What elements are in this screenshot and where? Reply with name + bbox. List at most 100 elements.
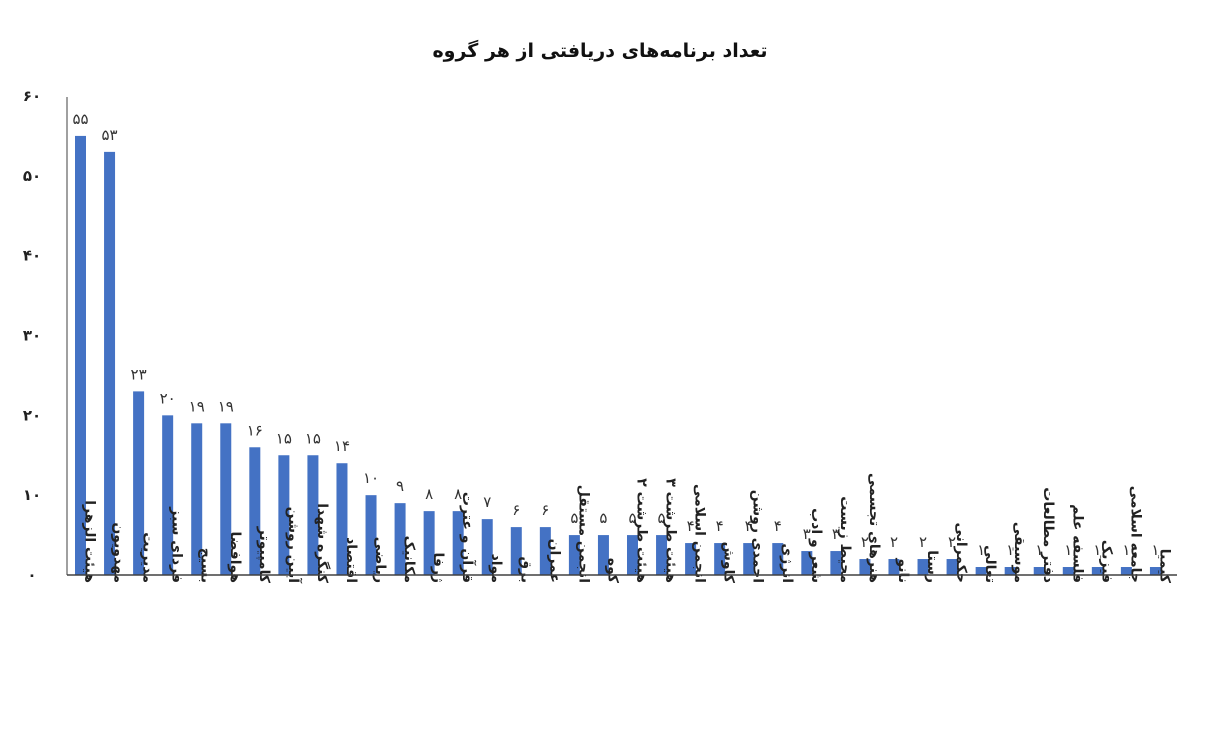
data-label: ۱ (977, 541, 985, 559)
bar (1120, 567, 1132, 575)
x-tick-label: مهدویون (111, 522, 127, 583)
x-tick-label: حکمرانی (953, 522, 969, 583)
bar (133, 391, 145, 575)
bar (481, 519, 493, 575)
bar (307, 455, 319, 575)
x-tick-label: انرژی (779, 543, 795, 583)
x-tick-label: قرآن و عترت (459, 492, 477, 583)
data-label: ۱ (1093, 541, 1101, 559)
x-tick-label: هیئت الزهرا (82, 500, 98, 583)
x-tick-label: محیط زیست (837, 496, 853, 583)
data-label: ۳ (803, 525, 811, 543)
bar (336, 463, 348, 575)
x-tick-label: فردای سبز (169, 506, 185, 583)
x-tick-label: عمران (546, 539, 562, 583)
data-label: ۲ (948, 533, 956, 551)
bar (220, 423, 232, 575)
x-tick-label: کامپیوتر (256, 526, 272, 584)
bar (1033, 567, 1045, 575)
data-label: ۵ (628, 509, 636, 527)
bar (801, 551, 813, 575)
bar (365, 495, 377, 575)
x-tick-label: کوه (604, 558, 620, 584)
data-label: ۶ (541, 501, 549, 519)
y-tick-label: ۴۰ (23, 247, 41, 265)
data-label: ۱۶ (247, 421, 263, 439)
bar (1062, 567, 1074, 575)
data-label: ۸ (425, 485, 433, 503)
bar (743, 543, 755, 575)
y-tick-label: ۵۰ (23, 167, 41, 185)
x-tick-label: بسیج (198, 548, 214, 583)
x-tick-label: مدیریت (140, 532, 156, 583)
bar (452, 511, 464, 575)
y-tick-label: ۲۰ (23, 406, 41, 424)
bar (249, 447, 261, 575)
bar (75, 135, 86, 575)
data-label: ۱ (1006, 541, 1014, 559)
data-label: ۱۵ (305, 429, 321, 447)
bar (1004, 567, 1016, 575)
bar (714, 543, 726, 575)
bar (917, 559, 929, 575)
bar (597, 535, 609, 575)
bar (191, 423, 203, 575)
data-label: ۱ (1035, 541, 1043, 559)
bar (772, 543, 784, 575)
data-label: ۹ (396, 477, 404, 495)
x-tick-label: آیین روشن (285, 507, 303, 585)
x-tick-label: کنگره شهدا (314, 503, 331, 584)
x-tick-label: رستا (924, 550, 940, 583)
data-label: ۱۴ (334, 437, 350, 455)
data-label: ۶ (512, 501, 520, 519)
data-label: ۲ (861, 533, 869, 551)
data-label: ۵۳ (101, 126, 117, 144)
bar (888, 559, 900, 575)
bar (539, 527, 551, 575)
x-tick-label: مواد (488, 554, 504, 583)
data-label: ۵ (658, 509, 666, 527)
data-label: ۱۰ (363, 469, 379, 487)
data-label: ۱ (1151, 541, 1159, 559)
bar (1091, 567, 1103, 575)
data-label: ۷ (483, 493, 491, 511)
x-tick-label: تعالی (982, 545, 998, 583)
y-tick-label: ۳۰ (23, 327, 41, 345)
data-label: ۴ (716, 517, 724, 535)
x-axis-tick-labels: هیئت الزهرا مهدویون مدیریت فردای سبز بسیج هوا… (82, 473, 1173, 584)
bar (423, 511, 435, 575)
data-label: ۴ (687, 517, 695, 535)
x-tick-label: جامعه اسلامی (1127, 486, 1143, 583)
x-tick-label: احمدی روشن (750, 490, 766, 583)
bars-group (75, 135, 1161, 575)
x-tick-label: کاوش (721, 542, 737, 584)
data-label: ۲۳ (131, 365, 147, 383)
data-label: ۱ (1064, 541, 1072, 559)
x-tick-label: انجمن مستقل (575, 485, 591, 583)
x-tick-label: دفتر مطالعات (1040, 487, 1056, 583)
bar (830, 551, 842, 575)
bar (1149, 567, 1161, 575)
bar (104, 151, 116, 575)
data-label: ۳ (832, 525, 840, 543)
bar (685, 543, 697, 575)
bar (946, 559, 958, 575)
data-label: ۲ (890, 533, 898, 551)
x-tick-label: موسیقی (1011, 522, 1027, 583)
bar (278, 455, 290, 575)
x-tick-label: فیزیک (1098, 540, 1114, 583)
data-label: ۱۵ (276, 429, 292, 447)
data-label: ۵۵ (72, 110, 88, 128)
bar (859, 559, 871, 575)
y-tick-label: ۱۰ (23, 486, 41, 504)
bar (656, 535, 668, 575)
bar (394, 503, 406, 575)
x-tick-label: شعر و ادب (808, 508, 824, 583)
data-label: ۵ (570, 509, 578, 527)
bar (627, 535, 638, 575)
y-tick-label: ۰ (27, 566, 36, 584)
x-tick-label: برق (517, 557, 533, 583)
data-label: ۱۹ (218, 397, 234, 415)
